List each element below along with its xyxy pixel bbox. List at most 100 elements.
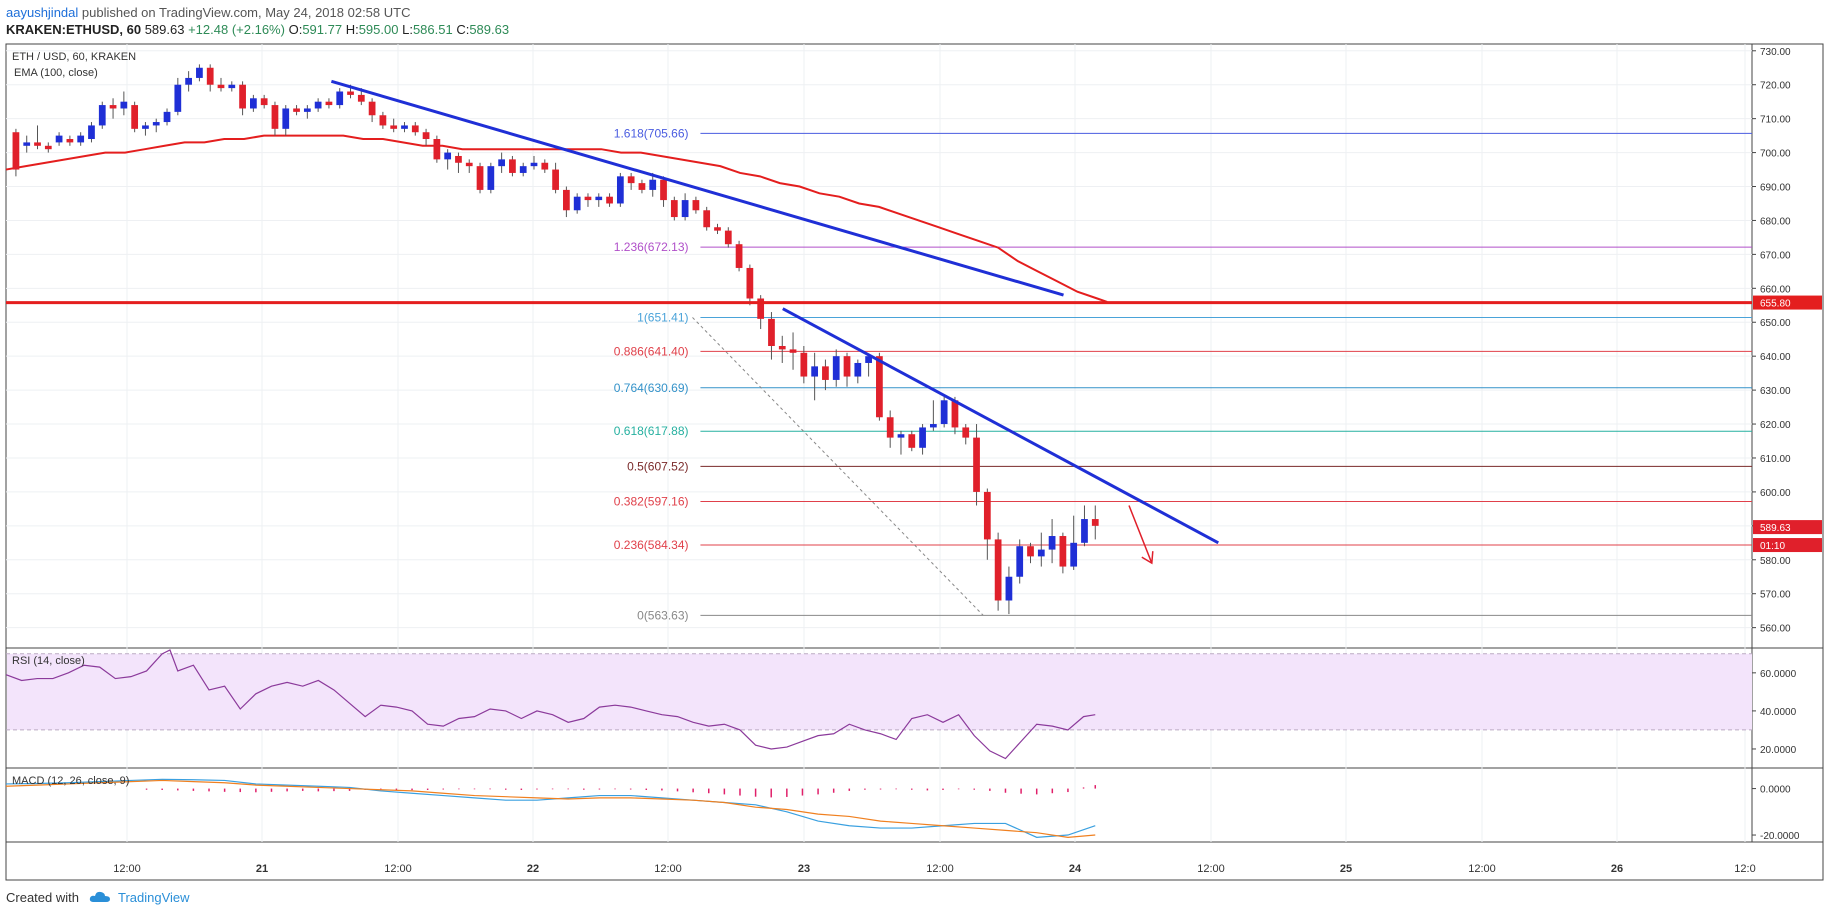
candle-down [789, 349, 797, 353]
candle-up [163, 111, 171, 123]
x-tick-label: 12:00 [1197, 863, 1225, 875]
price-change: +12.48 (+2.16%) [188, 22, 285, 37]
author-link[interactable]: aayushjindal [6, 5, 79, 20]
high-value: 595.00 [358, 22, 399, 37]
bearish-trendline [782, 307, 1219, 545]
price-tag [1753, 520, 1822, 535]
open-value: 591.77 [302, 22, 343, 37]
candle-down [1027, 546, 1034, 557]
candle-down [390, 125, 398, 129]
candle-up [811, 366, 819, 377]
tradingview-link[interactable]: TradingView [118, 890, 190, 905]
fib-level-label: 0.886(641.40) [614, 344, 689, 358]
candle-up [336, 91, 344, 106]
candle-up [940, 400, 948, 425]
x-tick-label: 12:00 [384, 863, 412, 875]
candle-up [1048, 536, 1056, 550]
candle-up [573, 196, 581, 211]
candle-down [455, 155, 462, 163]
y-tick-label: 660.00 [1760, 284, 1791, 295]
candle-up [487, 166, 495, 190]
y-tick-label: 700.00 [1760, 149, 1791, 160]
candle-up [444, 152, 452, 160]
candle-up [865, 356, 872, 363]
candle-down [131, 105, 139, 129]
rsi-band [7, 653, 1752, 730]
rsi-line [5, 649, 1096, 760]
resistance-price-label: 655.80 [1760, 299, 1791, 310]
published-text: published on TradingView.com, May 24, 20… [81, 5, 411, 20]
candle-down [465, 162, 473, 167]
candle-down [476, 166, 484, 190]
candle-up [832, 356, 840, 380]
price-tag [1753, 538, 1822, 553]
candle-down [379, 115, 387, 126]
publish-line: aayushjindal published on TradingView.co… [6, 5, 410, 20]
last-price: 589.63 [144, 22, 185, 37]
candle-up [88, 125, 95, 140]
ema-indicator-label: EMA (100, close) [14, 67, 98, 79]
symbol-label: KRAKEN:ETHUSD, 60 [6, 22, 142, 37]
chart-canvas[interactable]: 12:00 21 12:00 22 12:00 23 12:00 24 12:00 25 12:00… [0, 42, 1824, 882]
y-tick-label: 580.00 [1760, 556, 1791, 567]
x-tick-label: 26 [1611, 863, 1623, 875]
candle-down [368, 101, 376, 116]
candle-up [250, 98, 257, 109]
resistance-price-tag [1753, 295, 1822, 310]
close-value: 589.63 [469, 22, 510, 37]
rsi-y-tick-label: 40.0000 [1760, 707, 1797, 718]
candle-down [509, 159, 516, 173]
candle-down [239, 84, 246, 109]
candle-down [260, 98, 268, 106]
candle-down [44, 145, 52, 150]
chart-frame [5, 43, 1824, 881]
candle-up [174, 84, 182, 112]
candle-up [681, 200, 689, 218]
rsi-pane-title: RSI (14, close) [12, 655, 85, 667]
candle-down [217, 84, 225, 89]
fib-level-label: 1.236(672.13) [614, 240, 689, 254]
candle-down [1091, 519, 1099, 526]
candle-up [55, 135, 63, 143]
price-tag-label: 589.63 [1760, 523, 1791, 534]
candle-down [724, 230, 732, 245]
x-tick-label: 22 [527, 863, 539, 875]
macd-y-tick-label: -20.0000 [1760, 831, 1800, 842]
candle-down [206, 67, 214, 85]
candle-up [1070, 542, 1078, 567]
candle-down [973, 437, 980, 492]
high-label: H: [345, 22, 359, 37]
candle-down [843, 356, 851, 377]
macd-signal-line [5, 779, 1096, 838]
candle-down [886, 417, 894, 438]
candle-up [929, 424, 937, 428]
candle-up [530, 162, 538, 167]
x-tick-label: 24 [1069, 863, 1082, 875]
candle-down [563, 189, 570, 211]
candle-down [822, 366, 829, 380]
candle-down [552, 169, 559, 190]
candle-up [185, 77, 192, 85]
candle-up [519, 166, 527, 173]
candle-down [962, 427, 970, 438]
bearish-trendline [330, 79, 1064, 297]
candle-down [325, 101, 333, 106]
y-tick-label: 610.00 [1760, 454, 1791, 465]
candle-down [983, 491, 991, 540]
candle-up [303, 108, 311, 112]
y-tick-label: 650.00 [1760, 318, 1791, 329]
candle-up [897, 434, 905, 438]
chart-header: aayushjindal published on TradingView.co… [0, 0, 1824, 40]
down-arrow-head [1141, 551, 1154, 565]
candle-down [584, 196, 592, 201]
low-value: 586.51 [412, 22, 453, 37]
candle-up [120, 101, 128, 109]
y-tick-label: 620.00 [1760, 420, 1791, 431]
x-tick-label: 12:00 [654, 863, 682, 875]
fib-level-label: 0.618(617.88) [614, 424, 689, 438]
y-tick-label: 570.00 [1760, 590, 1791, 601]
candle-down [778, 346, 786, 350]
price-pane-title: ETH / USD, 60, KRAKEN [12, 51, 136, 63]
candle-down [703, 210, 711, 228]
y-tick-label: 680.00 [1760, 216, 1791, 227]
